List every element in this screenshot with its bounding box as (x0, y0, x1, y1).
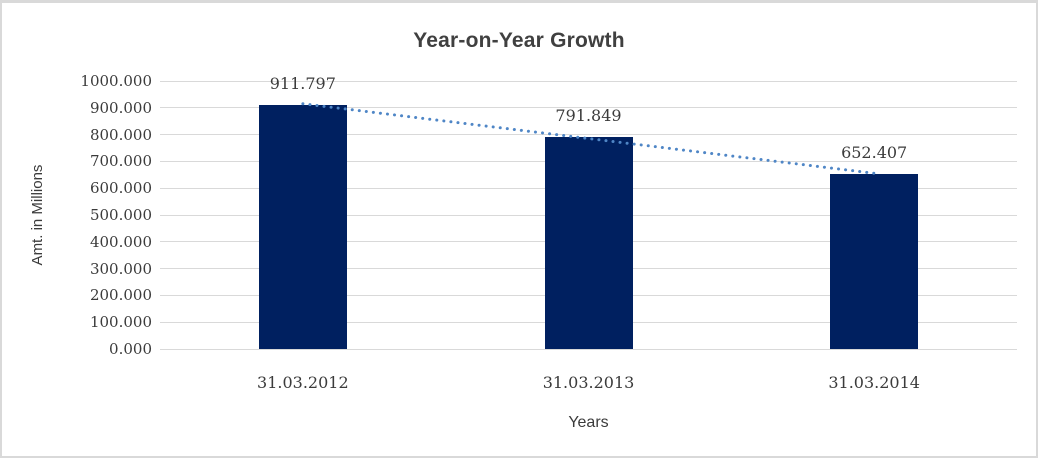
bar-31.03.2013 (544, 136, 633, 349)
y-tick-label: 900.000 (89, 98, 152, 117)
data-label: 911.797 (269, 73, 336, 93)
y-tick-label: 100.000 (89, 313, 152, 332)
corner-artifact (0, 0, 8, 3)
y-tick-label: 300.000 (89, 259, 152, 278)
gridline (160, 348, 1017, 350)
chart-title: Year-on-Year Growth (413, 29, 625, 52)
x-tick-label: 31.03.2014 (828, 373, 920, 392)
gridline (160, 80, 1017, 82)
x-tick-label: 31.03.2013 (542, 373, 635, 392)
x-axis-title: Years (568, 414, 609, 431)
y-tick-label: 400.000 (89, 232, 152, 251)
bar-31.03.2014 (830, 174, 919, 349)
y-tick-label: 600.000 (89, 179, 152, 198)
x-tick-label: 31.03.2012 (257, 373, 349, 392)
y-tick-label: 500.000 (89, 206, 152, 224)
bar-31.03.2012 (258, 104, 347, 349)
y-tick-label: 0.000 (109, 340, 152, 358)
data-label: 652.407 (841, 143, 908, 163)
y-tick-label: 700.000 (89, 152, 152, 171)
y-tick-label: 200.000 (89, 286, 152, 305)
y-tick-label: 1000.000 (80, 72, 152, 90)
y-tick-label: 800.000 (89, 125, 152, 144)
data-label: 791.849 (555, 105, 622, 125)
